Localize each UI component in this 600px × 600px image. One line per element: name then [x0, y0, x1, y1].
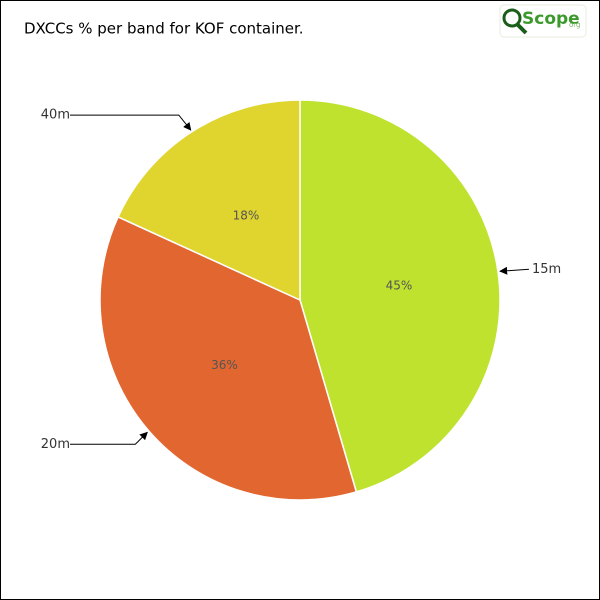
pie-slice [299, 99, 501, 493]
logo-suffix: org [569, 21, 580, 29]
logo-text: Scope [522, 9, 580, 29]
pie-slice [99, 215, 358, 501]
logo-icon [502, 8, 522, 28]
data-label: 45% [386, 278, 413, 292]
leader-line [499, 266, 529, 275]
logo: Scope org [499, 4, 587, 38]
pie-slice [117, 99, 301, 302]
category-label: 40m [41, 108, 70, 123]
leader-line [70, 114, 192, 131]
category-label: 15m [532, 262, 561, 277]
data-label: 36% [211, 358, 238, 372]
category-label: 20m [41, 437, 70, 452]
data-label: 18% [233, 208, 260, 222]
leader-line [70, 431, 148, 445]
logo-icon [515, 22, 528, 35]
chart-title: DXCCs % per band for KOF container. [24, 20, 304, 38]
